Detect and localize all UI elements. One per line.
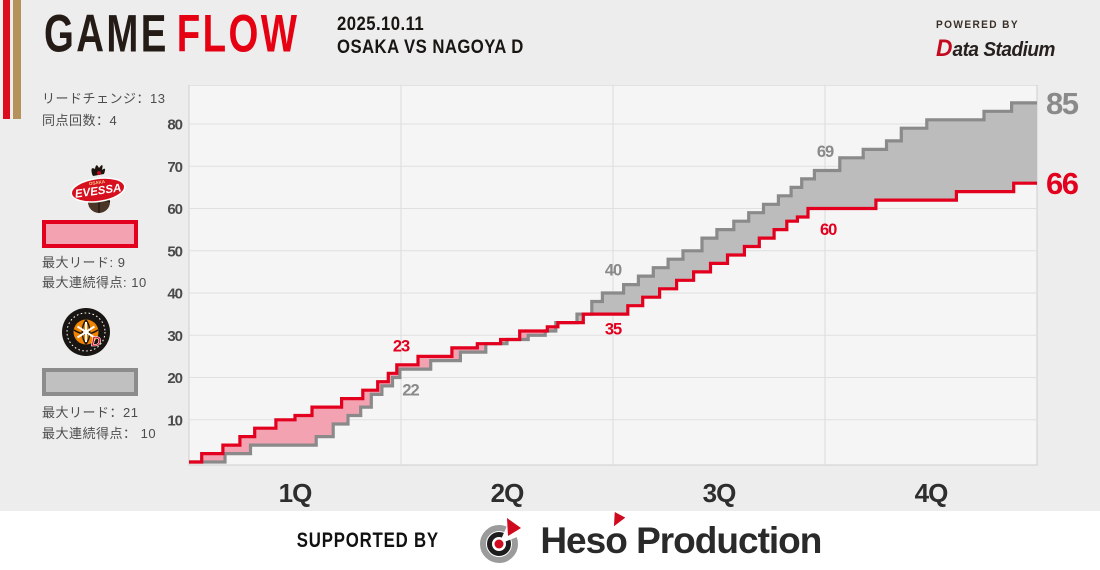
svg-text:4Q: 4Q: [915, 478, 948, 508]
svg-text:70: 70: [167, 159, 182, 176]
stat-nagoya-max-lead: 最大リード：21: [42, 405, 139, 420]
svg-text:40: 40: [167, 286, 182, 303]
footer-bar: SUPPORTED BY Heso Production: [0, 511, 1100, 570]
left-accent-gold-stripe: [13, 0, 21, 119]
heso-logo-icon: [478, 517, 526, 565]
svg-text:3Q: 3Q: [703, 478, 736, 508]
nagoya-logo-text: D: [91, 333, 101, 349]
svg-text:69: 69: [817, 143, 834, 161]
svg-text:10: 10: [167, 412, 182, 429]
svg-text:1Q: 1Q: [279, 478, 312, 508]
data-stadium-d-icon: D: [936, 35, 953, 62]
svg-text:60: 60: [820, 221, 837, 239]
stat-nagoya-max-run: 最大連続得点： 10: [42, 426, 157, 441]
svg-text:50: 50: [167, 243, 182, 260]
svg-text:85: 85: [1046, 86, 1079, 121]
svg-text:30: 30: [167, 328, 182, 345]
team-logo-osaka-icon: EVESSA OSAKA: [66, 160, 130, 223]
svg-text:80: 80: [167, 117, 182, 134]
legend-swatch-osaka: [42, 220, 138, 248]
svg-text:60: 60: [167, 201, 182, 218]
supported-by-label: SUPPORTED BY: [296, 528, 439, 552]
svg-text:23: 23: [393, 337, 410, 355]
legend-swatch-nagoya: [42, 368, 138, 396]
stat-ties: 同点回数：4: [42, 113, 118, 128]
left-accent-red-stripe: [3, 0, 10, 119]
stat-osaka-max-run: 最大連続得点: 10: [42, 275, 147, 290]
team-logo-nagoya-icon: D: [61, 307, 111, 362]
svg-text:40: 40: [605, 261, 622, 279]
svg-text:2Q: 2Q: [491, 478, 524, 508]
heso-logo-text: Heso Production: [540, 511, 822, 562]
svg-text:22: 22: [402, 382, 419, 400]
page-title: GAME FLOW: [44, 4, 363, 63]
svg-text:35: 35: [605, 320, 622, 338]
svg-text:20: 20: [167, 370, 182, 387]
game-flow-chart: 10 20 30 40 50 60 70 80 23 22 40 35 69 60 85 66 1Q 2Q 3Q 4Q: [150, 84, 1100, 517]
stat-osaka-max-lead: 最大リード: 9: [42, 255, 126, 270]
match-teams: OSAKA VS NAGOYA D: [337, 37, 524, 58]
powered-by-block: POWERED BY Data Stadium: [936, 15, 1086, 63]
match-date: 2025.10.11: [337, 14, 425, 35]
data-stadium-logo: Data Stadium: [936, 35, 1055, 62]
stat-lead-changes: リードチェンジ：13: [42, 91, 166, 106]
svg-text:66: 66: [1046, 166, 1079, 201]
powered-by-label: POWERED BY: [936, 19, 1019, 31]
match-info: 2025.10.11 OSAKA VS NAGOYA D: [337, 13, 549, 59]
title-flow: FLOW: [176, 5, 300, 64]
svg-text:OSAKA: OSAKA: [89, 179, 107, 186]
title-game: GAME: [44, 5, 169, 64]
